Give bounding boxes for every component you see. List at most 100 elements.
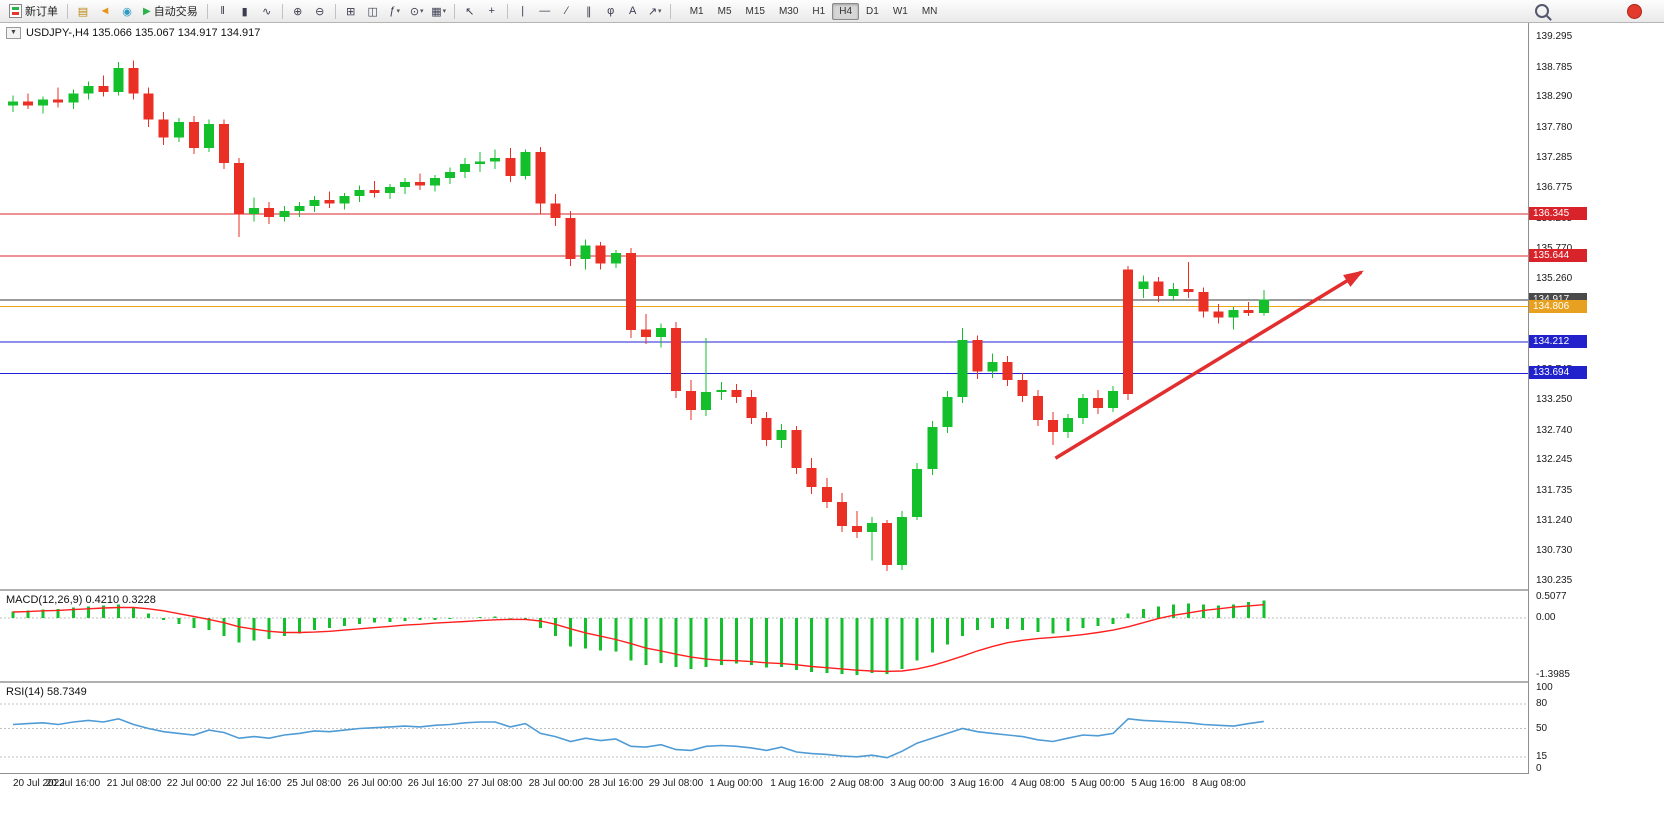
bar-chart-icon[interactable]: ǁ	[212, 3, 234, 20]
chart-menu-button[interactable]: ▼	[6, 27, 21, 39]
timeframe-button-m1[interactable]: M1	[689, 5, 704, 17]
main-chart[interactable]	[0, 23, 1528, 589]
community-icon[interactable]: ◉	[116, 3, 138, 20]
arrows-icon: ↗	[647, 5, 658, 18]
dropdown-caret-icon: ▾	[442, 8, 447, 15]
y-axis-tick: 131.240	[1536, 515, 1573, 526]
text-icon[interactable]: A	[622, 3, 644, 20]
tile-windows-icon: ⊞	[346, 5, 356, 18]
x-axis-label: 29 Jul 08:00	[648, 778, 704, 789]
timeframe-button-m5[interactable]: M5	[717, 5, 732, 17]
draw-tools-group: | ― ∕ ∥ φ A ↗ ▾	[512, 3, 666, 20]
zoom-group: ⊕ ⊖	[287, 3, 331, 20]
x-axis-label: 28 Jul 16:00	[588, 778, 644, 789]
rsi-scale-label: 100	[1536, 682, 1553, 693]
candlestick-chart-icon[interactable]: ▮	[234, 3, 256, 20]
periods-icon: ⊙	[409, 5, 420, 18]
timeframe-toolbar: M1 M5 M15 M30 H1 H4 D1 W1 MN	[683, 2, 945, 20]
y-axis-tick: 137.780	[1536, 122, 1573, 133]
timeframe-button-h1[interactable]: H1	[812, 5, 826, 17]
notification-badge[interactable]	[1627, 3, 1642, 19]
zoom-in-icon: ⊕	[293, 5, 303, 18]
toolbar: 新订单 ▤ ◄ ◉ ▶ 自动交易 ǁ ▮ ∿ ⊕ ⊖ ⊞ ◫ ƒ ▾ ⊙ ▾ ▦ ▾ ↖ + | ― ∕ ∥ φ A…	[0, 0, 1664, 23]
crosshair-icon[interactable]: +	[481, 3, 503, 20]
rsi-label: RSI(14) 58.7349	[6, 686, 87, 698]
vertical-line-icon: |	[521, 5, 525, 17]
toolbar-separator	[453, 3, 455, 19]
chart-region: ▼ USDJPY-,H4 135.066 135.067 134.917 134…	[0, 23, 1664, 838]
macd-plot	[0, 591, 1528, 681]
timeframe-button-m30[interactable]: M30	[778, 5, 799, 17]
macd-scale-label: 0.00	[1536, 612, 1556, 623]
x-axis-label: 26 Jul 16:00	[407, 778, 463, 789]
x-axis-label: 20 Jul 16:00	[45, 778, 101, 789]
price-line-badge: 134.212	[1529, 335, 1587, 348]
x-axis-label: 1 Aug 16:00	[770, 778, 824, 789]
y-axis-tick: 138.290	[1536, 91, 1573, 102]
x-axis-label: 3 Aug 16:00	[950, 778, 1004, 789]
x-axis-label: 5 Aug 16:00	[1131, 778, 1185, 789]
x-axis-label: 21 Jul 08:00	[106, 778, 162, 789]
trendline-icon[interactable]: ∕	[556, 3, 578, 20]
x-axis-label: 25 Jul 08:00	[286, 778, 342, 789]
market-watch-icon[interactable]: ▤	[72, 3, 94, 20]
timeframe-button-h4[interactable]: H4	[832, 2, 860, 20]
rsi-chart[interactable]	[0, 683, 1528, 773]
price-line-badge: 134.806	[1529, 300, 1587, 313]
x-axis-label: 27 Jul 08:00	[467, 778, 523, 789]
timeframe-button-mn[interactable]: MN	[921, 5, 938, 17]
time-axis[interactable]: 20 Jul 2022 20 Jul 16:00 21 Jul 08:00 22 Ju…	[0, 774, 1528, 798]
macd-signal-line	[12, 604, 1264, 673]
zoom-in-icon[interactable]: ⊕	[287, 3, 309, 20]
channel-icon: ∥	[585, 5, 592, 18]
new-order-icon	[9, 4, 22, 18]
toolbar-separator	[506, 3, 508, 19]
y-axis-tick: 139.295	[1536, 31, 1573, 42]
templates-icon: ▦	[431, 5, 442, 18]
macd-chart[interactable]	[0, 591, 1528, 681]
y-axis-tick: 135.770	[1536, 243, 1572, 254]
cursor-icon[interactable]: ↖	[459, 3, 481, 20]
market-watch-icon: ▤	[77, 5, 89, 18]
templates-icon[interactable]: ▦ ▾	[428, 3, 450, 20]
timeframe-button-d1[interactable]: D1	[866, 5, 879, 17]
toolbar-right-group	[1535, 3, 1660, 19]
x-axis-label: 28 Jul 00:00	[528, 778, 584, 789]
price-axis[interactable]: 139.295 138.785 138.290 137.780 137.285 136.7…	[1528, 23, 1664, 774]
x-axis-label: 5 Aug 00:00	[1071, 778, 1125, 789]
macd-panel: MACD(12,26,9) 0.4210 0.3228	[0, 591, 1528, 683]
x-axis-label: 2 Aug 08:00	[830, 778, 884, 789]
y-axis-tick: 138.785	[1536, 62, 1573, 73]
indicators-icon[interactable]: ƒ ▾	[384, 3, 406, 20]
candlestick-chart-icon: ▮	[241, 5, 248, 18]
price-line-badge: 136.345	[1529, 207, 1587, 220]
new-order-button[interactable]: 新订单	[4, 2, 63, 20]
cascade-windows-icon[interactable]: ◫	[362, 3, 384, 20]
horizontal-line-icon: ―	[539, 5, 551, 17]
horizontal-line-icon[interactable]: ―	[534, 3, 556, 20]
zoom-out-icon[interactable]: ⊖	[309, 3, 331, 20]
line-chart-icon: ∿	[262, 5, 272, 18]
dropdown-caret-icon: ▾	[420, 8, 424, 15]
price-line-badge: 135.644	[1529, 249, 1587, 262]
megaphone-icon[interactable]: ◄	[94, 3, 116, 20]
dropdown-caret-icon: ▾	[658, 8, 662, 15]
quick-icons-group: ▤ ◄ ◉	[72, 3, 138, 20]
arrows-icon[interactable]: ↗ ▾	[644, 3, 666, 20]
autotrading-button[interactable]: ▶ 自动交易	[138, 2, 203, 20]
rsi-scale-label: 15	[1536, 751, 1548, 762]
periods-icon[interactable]: ⊙ ▾	[406, 3, 428, 20]
vertical-line-icon[interactable]: |	[512, 3, 534, 20]
timeframe-button-m15[interactable]: M15	[745, 5, 765, 17]
line-chart-icon[interactable]: ∿	[256, 3, 278, 20]
x-axis-label: 4 Aug 08:00	[1011, 778, 1065, 789]
search-icon[interactable]	[1535, 4, 1549, 18]
timeframe-button-w1[interactable]: W1	[892, 5, 908, 17]
x-axis-label: 8 Aug 08:00	[1192, 778, 1246, 789]
fibonacci-icon[interactable]: φ	[600, 3, 622, 20]
fibonacci-icon: φ	[607, 5, 615, 17]
tile-windows-icon[interactable]: ⊞	[340, 3, 362, 20]
x-axis-label: 22 Jul 00:00	[166, 778, 222, 789]
channel-icon[interactable]: ∥	[578, 3, 600, 20]
